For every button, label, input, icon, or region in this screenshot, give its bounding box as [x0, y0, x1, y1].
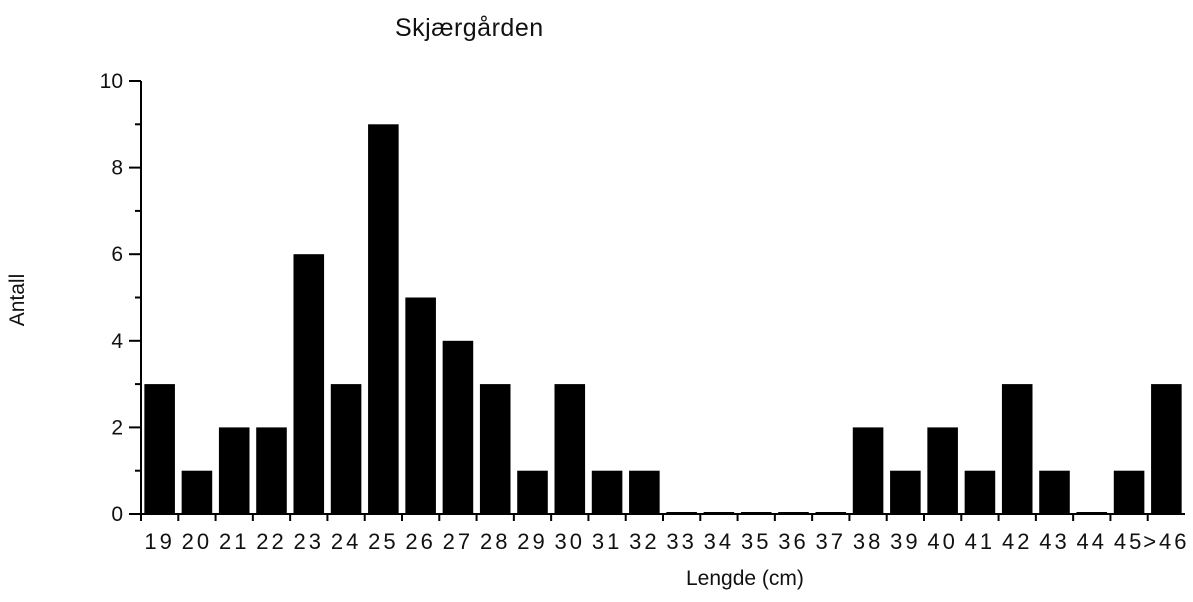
x-tick-label: 23 — [294, 529, 324, 554]
x-tick-label: 37 — [816, 529, 846, 554]
bar — [927, 427, 958, 514]
bar — [368, 124, 399, 515]
bar — [554, 384, 586, 514]
x-tick-label: 24 — [331, 529, 361, 554]
bar — [405, 297, 436, 514]
x-tick-label: 36 — [778, 529, 808, 554]
bar — [740, 512, 772, 514]
bar — [517, 470, 548, 514]
y-tick-label: 6 — [111, 243, 123, 266]
y-tick-labels: 0 2 4 6 8 10 — [100, 70, 124, 526]
bar — [890, 470, 921, 514]
bar — [964, 470, 996, 514]
y-tick-label: 2 — [111, 416, 123, 439]
bar — [1076, 512, 1108, 514]
y-tick-label: 8 — [111, 157, 123, 180]
bar — [591, 470, 623, 514]
page-title: Skjærgården — [395, 14, 544, 42]
x-tick-label: 38 — [853, 529, 883, 554]
bar — [256, 427, 287, 514]
bar — [330, 384, 362, 514]
bar — [629, 470, 660, 514]
bar — [815, 512, 847, 514]
bar — [1039, 470, 1070, 514]
x-tick-label: 32 — [629, 529, 659, 554]
bar — [293, 254, 325, 514]
bar — [181, 470, 213, 514]
x-tick-label: 41 — [965, 529, 995, 554]
x-axis-label: Lengde (cm) — [686, 567, 804, 590]
x-tick-label: 35 — [741, 529, 771, 554]
x-tick-label: 45 — [1114, 529, 1144, 554]
x-tick-label: 21 — [219, 529, 249, 554]
x-tick-label: 40 — [927, 529, 957, 554]
x-tick-label: 27 — [443, 529, 473, 554]
bar — [1113, 470, 1145, 514]
y-tick-label: 0 — [111, 503, 123, 526]
x-tick-label: 22 — [256, 529, 286, 554]
x-tick-label: 39 — [890, 529, 920, 554]
y-tick-label: 4 — [111, 330, 123, 353]
bar — [778, 512, 809, 514]
x-tick-labels: 19 20 21 22 23 24 25 26 27 28 29 30 31 32 33 34 35 36 37 38… — [144, 529, 1189, 554]
bar — [144, 384, 175, 514]
x-tick-label: 34 — [704, 529, 734, 554]
bar — [479, 384, 511, 514]
x-tick-label: 44 — [1077, 529, 1107, 554]
x-tick-label: 20 — [182, 529, 212, 554]
x-tick-label: 29 — [517, 529, 547, 554]
x-tick-label: 25 — [368, 529, 398, 554]
x-tick-label: 31 — [592, 529, 622, 554]
x-tick-label: 28 — [480, 529, 510, 554]
bar — [1151, 384, 1182, 514]
bar — [666, 512, 697, 514]
bar — [218, 427, 250, 514]
bar — [442, 340, 474, 514]
x-tick-label: 33 — [666, 529, 696, 554]
x-tick-label: 43 — [1039, 529, 1069, 554]
bars — [144, 124, 1182, 515]
x-tick-label: 19 — [144, 529, 174, 554]
bar — [852, 427, 884, 514]
x-tick-label: >46 — [1143, 529, 1189, 554]
x-tick-label: 42 — [1002, 529, 1032, 554]
x-tick-label: 26 — [405, 529, 435, 554]
bar — [1001, 384, 1033, 514]
bar — [703, 512, 735, 514]
x-tick-label: 30 — [555, 529, 585, 554]
y-tick-label: 10 — [100, 70, 123, 93]
